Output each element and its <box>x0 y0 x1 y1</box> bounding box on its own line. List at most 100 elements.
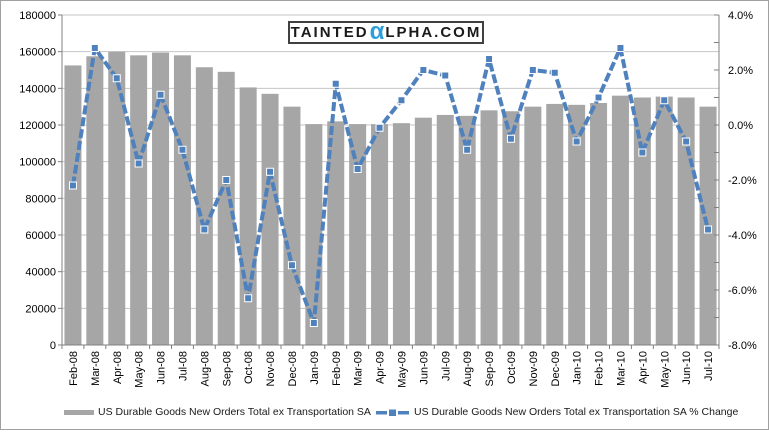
y-right-tick-label: -8.0% <box>728 340 757 352</box>
line-marker <box>616 44 625 52</box>
x-tick-label: Jun-09 <box>418 351 430 385</box>
bar <box>349 124 367 345</box>
x-tick-label: Apr-08 <box>112 351 124 384</box>
y-left-tick-label: 40000 <box>25 267 56 279</box>
logo-alpha-glyph: α <box>369 17 385 45</box>
x-tick-label: Jun-08 <box>156 351 168 385</box>
x-tick-label: Aug-08 <box>199 351 211 386</box>
bar <box>152 52 170 345</box>
x-tick-label: Nov-09 <box>528 351 540 386</box>
bar <box>108 51 126 346</box>
bar <box>86 56 104 345</box>
bar <box>502 111 520 345</box>
bar <box>173 55 191 345</box>
logo-part2: LPHA.COM <box>385 24 482 41</box>
bar <box>327 121 345 345</box>
y-right-tick-label: -6.0% <box>728 285 757 297</box>
pct-change-line <box>71 46 710 325</box>
y-left-tick-label: 20000 <box>25 303 56 315</box>
line-marker <box>528 66 537 74</box>
x-tick-label: Oct-09 <box>506 351 518 384</box>
bar-series-label: US Durable Goods New Orders Total ex Tra… <box>98 406 371 418</box>
legend-item-bars: US Durable Goods New Orders Total ex Tra… <box>64 406 371 418</box>
line-series-swatch <box>376 409 409 416</box>
line-marker <box>68 181 77 190</box>
y-left-tick-label: 60000 <box>25 230 56 242</box>
x-tick-label: Sep-09 <box>484 351 496 386</box>
y-left-tick-label: 180000 <box>19 10 56 22</box>
line-marker <box>485 55 494 63</box>
line-marker <box>134 159 143 168</box>
bar <box>436 114 454 346</box>
y-left-tick-label: 160000 <box>19 47 56 59</box>
bar <box>458 115 476 345</box>
bar <box>261 93 279 345</box>
x-tick-label: Feb-09 <box>331 351 343 386</box>
line-marker <box>90 44 99 52</box>
x-tick-label: Mar-09 <box>353 351 365 386</box>
x-tick-label: Jul-08 <box>177 351 189 381</box>
bar <box>524 106 542 346</box>
bar <box>655 96 673 345</box>
y-left-tick-label: 100000 <box>19 157 56 169</box>
bar <box>64 65 82 346</box>
line-marker <box>309 319 318 327</box>
line-marker <box>660 96 669 105</box>
line-marker <box>682 137 691 146</box>
x-tick-label: Apr-10 <box>637 351 649 384</box>
line-marker <box>200 225 209 234</box>
line-marker <box>156 90 165 99</box>
logo: TAINTED α LPHA.COM <box>288 17 484 45</box>
bar <box>217 71 235 345</box>
logo-text: TAINTED α LPHA.COM <box>290 17 482 45</box>
bar <box>392 123 410 346</box>
y-left-tick-label: 80000 <box>25 193 56 205</box>
line-marker <box>178 145 187 154</box>
x-tick-label: Sep-08 <box>221 351 233 386</box>
line-marker <box>704 225 713 234</box>
bar <box>195 67 213 345</box>
bar <box>677 97 695 345</box>
x-tick-label: Jan-09 <box>309 351 321 385</box>
bar <box>611 95 629 346</box>
y-right-tick-label: 2.0% <box>728 65 753 77</box>
x-tick-label: Jan-10 <box>572 351 584 385</box>
line-marker <box>594 93 603 102</box>
y-right-tick-label: 0.0% <box>728 120 753 132</box>
logo-part1: TAINTED <box>290 24 369 41</box>
x-tick-label: Oct-08 <box>243 351 255 384</box>
x-tick-label: Mar-08 <box>90 351 102 386</box>
y-left-tick-label: 0 <box>50 340 56 352</box>
line-marker <box>441 71 450 80</box>
line-marker <box>550 68 559 77</box>
y-right-tick-label: -4.0% <box>728 230 757 242</box>
line-marker <box>287 261 296 270</box>
x-tick-label: May-10 <box>659 351 671 388</box>
x-tick-label: Feb-08 <box>68 351 80 386</box>
line-series-label: US Durable Goods New Orders Total ex Tra… <box>414 406 739 418</box>
y-left-tick-label: 120000 <box>19 120 56 132</box>
line-marker <box>638 148 647 157</box>
line-marker <box>572 137 581 146</box>
line-marker <box>375 123 384 132</box>
bar <box>546 103 564 346</box>
y-right-tick-label: -2.0% <box>728 175 757 187</box>
x-tick-label: Mar-10 <box>615 351 627 386</box>
x-tick-label: May-08 <box>134 351 146 388</box>
line-marker <box>463 145 472 154</box>
x-tick-label: Jul-10 <box>703 351 715 381</box>
x-tick-label: Apr-09 <box>375 351 387 384</box>
legend-item-line: US Durable Goods New Orders Total ex Tra… <box>376 406 738 418</box>
bar <box>239 87 257 346</box>
y-left-tick-label: 140000 <box>19 83 56 95</box>
x-tick-label: Jun-10 <box>681 351 693 385</box>
line-marker <box>353 165 362 173</box>
line-marker <box>266 167 275 176</box>
bar <box>130 55 148 345</box>
line-marker <box>331 79 340 88</box>
x-tick-label: Jul-09 <box>440 351 452 381</box>
y-right-tick-label: 4.0% <box>728 10 753 22</box>
bar <box>590 103 608 345</box>
